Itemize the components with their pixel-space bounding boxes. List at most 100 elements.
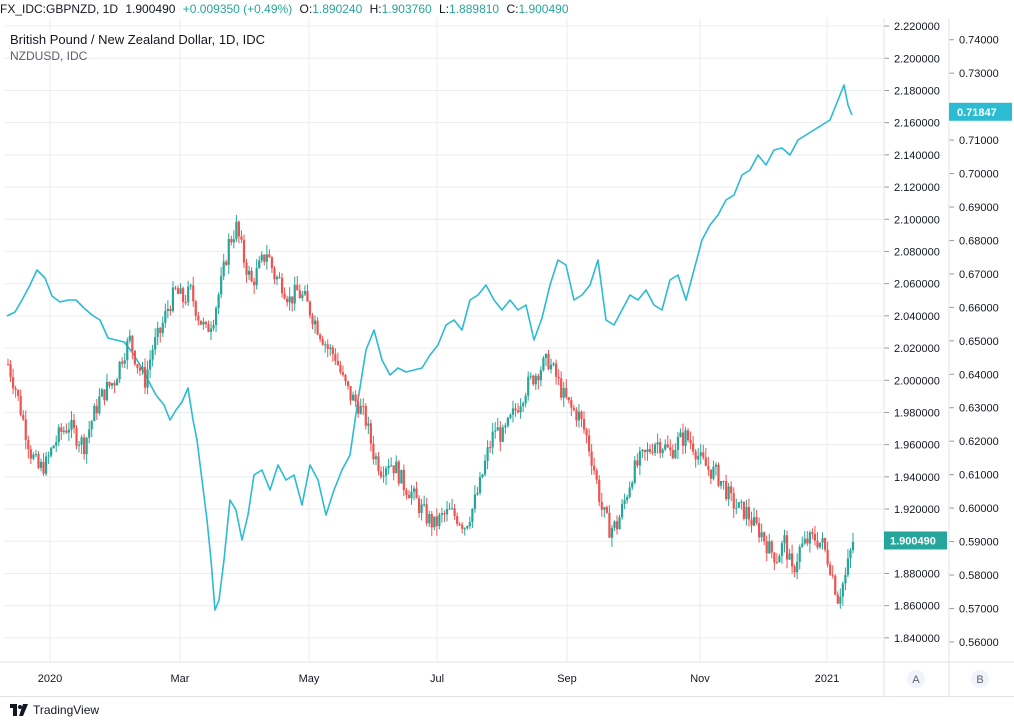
nzdusd-last-value-tag [949, 102, 1012, 121]
candle-body [75, 428, 78, 446]
candle-body [628, 487, 631, 498]
candle-body [643, 450, 647, 453]
candle-body [187, 286, 190, 303]
candle-body [369, 423, 372, 444]
candle-body [425, 504, 428, 524]
candle-body [476, 492, 479, 495]
candle-body [778, 555, 781, 563]
candle-body [501, 427, 504, 442]
symbol-label[interactable]: FX_IDC:GBPNZD, 1D [0, 2, 119, 16]
candle-body [445, 509, 449, 515]
candle-body [240, 236, 243, 240]
candle-body [788, 553, 791, 560]
candle-body [34, 454, 38, 456]
axis-button-b-label[interactable]: B [976, 674, 983, 686]
candle-body [549, 364, 553, 370]
candle-body [352, 394, 355, 401]
candle-body [826, 549, 829, 565]
candle-body [631, 482, 634, 488]
left-axis-tick-label: 1.940000 [894, 472, 940, 484]
candle-body [648, 449, 652, 452]
right-axis-tick-label: 0.69000 [959, 202, 999, 214]
candle-body [760, 532, 763, 538]
candle-body [600, 501, 603, 510]
candle-body [620, 503, 624, 518]
candle-body [255, 268, 258, 286]
candle-body [699, 452, 702, 456]
main-series-legend[interactable]: British Pound / New Zealand Dollar, 1D, … [10, 32, 266, 47]
candle-body [496, 427, 499, 431]
axis-button-a[interactable] [907, 670, 925, 688]
candle-body [499, 427, 502, 442]
candle-body [67, 429, 71, 433]
candle-body [646, 449, 649, 453]
candle-body [456, 516, 459, 524]
candle-body [402, 469, 405, 491]
candle-body [410, 491, 413, 499]
candle-body [62, 430, 65, 432]
time-axis-tick-label: Sep [557, 673, 577, 685]
candle-body [103, 389, 106, 401]
candle-body [60, 427, 63, 432]
right-axis-tick-label: 0.62000 [959, 436, 999, 448]
candle-body [714, 464, 718, 467]
candle-body [179, 288, 182, 294]
left-axis-tick-label: 1.980000 [894, 407, 940, 419]
candle-body [204, 321, 208, 325]
candle-body [100, 389, 103, 397]
candle-body [359, 405, 362, 414]
right-axis-tick-label: 0.58000 [959, 570, 999, 582]
candle-body [44, 456, 48, 474]
candle-body [166, 308, 169, 312]
left-axis-tick-label: 2.140000 [894, 150, 940, 162]
candle-body [681, 432, 685, 446]
candle-body [676, 436, 680, 450]
candle-body [225, 261, 228, 265]
axis-button-a-label[interactable]: A [912, 674, 920, 686]
candle-body [524, 395, 527, 404]
candle-body [722, 480, 725, 482]
candle-body [463, 528, 466, 530]
candle-body [83, 437, 86, 455]
axis-button-b[interactable] [971, 670, 989, 688]
candle-body [50, 448, 53, 456]
branding[interactable]: TradingView [10, 703, 99, 717]
candle-body [189, 285, 192, 287]
candle-body [57, 427, 60, 443]
candle-body [598, 479, 601, 502]
left-axis-tick-label: 2.020000 [894, 343, 940, 355]
candle-body [750, 519, 753, 526]
candle-body [397, 461, 400, 484]
candle-body [727, 486, 730, 500]
candle-body [440, 513, 444, 515]
candle-body [138, 367, 142, 371]
candle-body [773, 552, 776, 563]
candle-body [362, 405, 365, 407]
candle-body [14, 388, 17, 391]
candle-body [443, 513, 446, 515]
candle-body [275, 276, 279, 280]
candle-body [834, 575, 837, 595]
candle-body [245, 262, 248, 275]
candle-body [653, 444, 657, 453]
right-axis-tick-label: 0.74000 [959, 35, 999, 47]
right-axis-tick-label: 0.70000 [959, 169, 999, 181]
time-axis-tick-label: Nov [690, 673, 710, 685]
candle-body [154, 337, 157, 350]
candle-body [831, 574, 834, 576]
candle-body [590, 451, 593, 466]
candle-body [608, 512, 611, 538]
candle-body [483, 460, 487, 475]
candle-body [839, 596, 842, 604]
overlay-series-legend[interactable]: NZDUSD, IDC [10, 49, 88, 63]
candle-body [532, 375, 535, 385]
candle-body [374, 456, 378, 460]
candle-body [509, 414, 512, 418]
candle-body [344, 374, 347, 382]
candle-body [560, 378, 563, 398]
candle-body [306, 291, 309, 302]
candle-body [336, 360, 339, 365]
candle-body [747, 507, 751, 520]
candle-body [709, 469, 712, 479]
